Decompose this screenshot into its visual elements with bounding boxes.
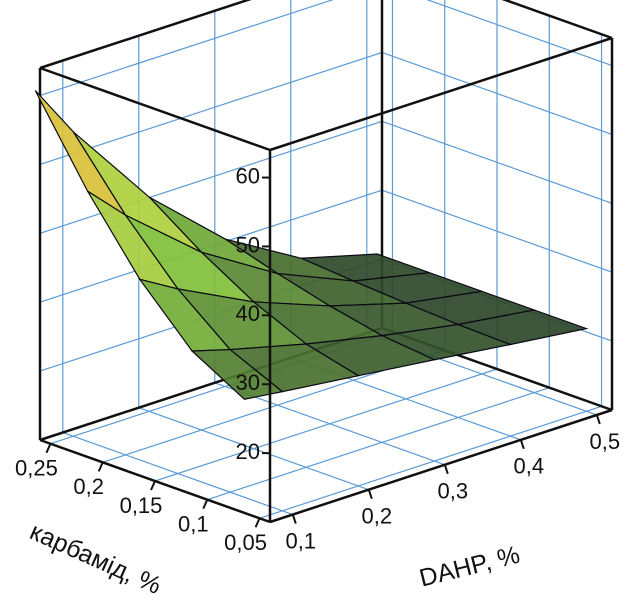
grid-line — [39, 51, 383, 166]
y-axis-title: карбамід, % — [26, 517, 166, 600]
grid-line — [39, 0, 334, 97]
y-tick — [254, 517, 261, 528]
x-axis-title: DAHP, % — [417, 541, 523, 593]
z-tick-label: 20 — [236, 439, 260, 464]
box-edge — [39, 66, 271, 152]
grid-line — [259, 405, 602, 519]
y-tick — [97, 461, 104, 472]
surface-patch — [34, 90, 127, 216]
x-tick — [367, 489, 373, 499]
x-tick-label: 0,1 — [286, 528, 317, 553]
x-tick-label: 0,2 — [362, 503, 393, 528]
x-tick-label: 0,4 — [514, 454, 545, 479]
y-tick — [202, 499, 209, 510]
y-tick-label: 0,15 — [120, 493, 163, 518]
grid-line — [381, 189, 613, 273]
grid-line — [426, 0, 613, 67]
y-tick-label: 0,05 — [224, 530, 267, 555]
grid-line — [207, 387, 550, 501]
x-tick — [519, 439, 525, 450]
z-tick-label: 30 — [236, 370, 260, 395]
y-tick — [45, 443, 52, 454]
grid-line — [154, 368, 498, 482]
x-tick-label: 0,5 — [590, 429, 621, 454]
z-tick-label: 40 — [236, 301, 260, 326]
z-tick-label: 60 — [236, 163, 260, 188]
x-tick — [291, 514, 297, 524]
z-tick-label: 50 — [236, 232, 260, 257]
box-edge — [269, 36, 613, 152]
y-tick-label: 0,25 — [15, 456, 58, 481]
y-tick — [150, 480, 156, 491]
x-tick-label: 0,3 — [438, 479, 469, 504]
x-tick — [443, 464, 449, 475]
x-tick — [595, 414, 601, 425]
grid-line — [381, 120, 613, 204]
grid-line — [39, 120, 383, 234]
grid-line — [381, 51, 613, 136]
box-edge — [501, 0, 613, 40]
box-edge — [269, 408, 613, 524]
box-edge — [39, 0, 252, 70]
y-tick-label: 0,1 — [178, 511, 209, 536]
y-tick-label: 0,2 — [73, 474, 104, 499]
